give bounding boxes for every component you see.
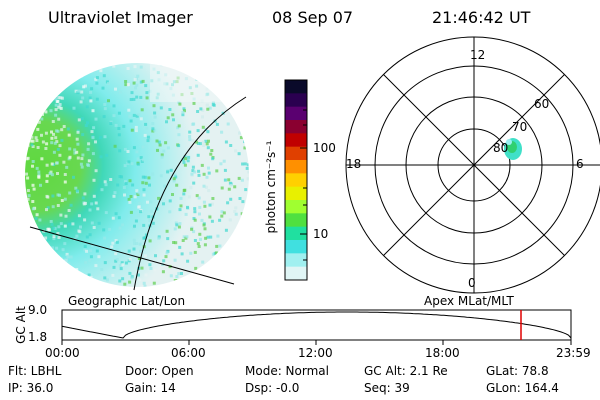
date-label: 08 Sep 07	[272, 8, 354, 27]
colorbar-band	[285, 80, 307, 94]
colorbar-band	[285, 173, 307, 188]
colorbar-tick-100: 100	[313, 141, 336, 155]
apex-label: Apex MLat/MLT	[424, 294, 514, 308]
dsp-value: Dsp: -0.0	[245, 381, 300, 395]
altitude-strip	[61, 309, 572, 345]
gc-alt-axis-label: GC Alt	[14, 306, 28, 344]
gc-alt-value: GC Alt: 2.1 Re	[364, 364, 448, 378]
filter-value: Flt: LBHL	[8, 364, 62, 378]
colorbar-band	[285, 93, 307, 108]
time-tick-0000: 00:00	[45, 346, 80, 360]
mlt-label-0: 0	[468, 276, 476, 290]
alt-tick-9: 9.0	[28, 303, 48, 317]
colorbar-band	[285, 186, 307, 201]
gain-value: Gain: 14	[125, 381, 176, 395]
geographic-label: Geographic Lat/Lon	[68, 294, 186, 308]
colorbar-band	[285, 106, 307, 121]
terminator-line	[133, 96, 247, 291]
colorbar-band	[285, 240, 307, 254]
aurora-spot	[504, 138, 522, 160]
time-label: 21:46:42 UT	[432, 8, 531, 27]
mlt-label-6: 6	[576, 157, 584, 171]
polar-plot	[345, 36, 600, 294]
mode-value: Mode: Normal	[245, 364, 329, 378]
glat-value: GLat: 78.8	[486, 364, 549, 378]
colorbar-band	[285, 253, 307, 268]
seq-value: Seq: 39	[364, 381, 410, 395]
lat-line	[29, 226, 235, 285]
ip-value: IP: 36.0	[8, 381, 54, 395]
mlt-label-12: 12	[470, 48, 486, 62]
colorbar	[284, 79, 308, 281]
instrument-title: Ultraviolet Imager	[48, 8, 193, 27]
mlt-label-18: 18	[346, 157, 362, 171]
door-value: Door: Open	[125, 364, 194, 378]
alt-tick-1-8: 1.8	[28, 330, 48, 344]
colorbar-band	[285, 133, 307, 148]
glon-value: GLon: 164.4	[486, 381, 559, 395]
lat-label-60: 60	[534, 97, 550, 111]
colorbar-band	[285, 160, 307, 174]
lat-label-80: 80	[493, 141, 509, 155]
colorbar-band	[285, 266, 307, 281]
time-tick-0600: 06:00	[171, 346, 206, 360]
time-tick-2359: 23:59	[556, 346, 591, 360]
colorbar-tick-10: 10	[313, 227, 329, 241]
colorbar-band	[285, 213, 307, 228]
time-tick-1200: 12:00	[298, 346, 333, 360]
colorbar-band	[285, 200, 307, 214]
colorbar-band	[285, 226, 307, 241]
earth-image	[25, 63, 249, 291]
time-tick-1800: 18:00	[425, 346, 460, 360]
colorbar-band	[285, 120, 307, 134]
lat-label-70: 70	[512, 120, 528, 134]
colorbar-band	[285, 146, 307, 161]
colorbar-unit-label: photon cm⁻²s⁻¹	[264, 140, 278, 234]
